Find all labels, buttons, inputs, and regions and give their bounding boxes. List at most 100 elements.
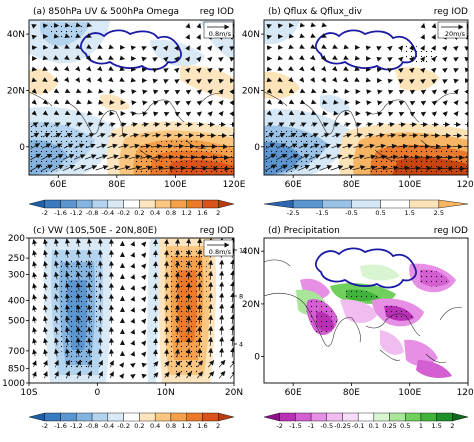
vector-arrow [175, 337, 180, 346]
vector-arrow [321, 44, 327, 49]
vector-arrow [299, 77, 305, 83]
vector-arrow [43, 371, 48, 379]
colorbar-label: 2 [450, 422, 454, 430]
vector-arrow [462, 156, 468, 158]
vector-arrow [186, 238, 192, 247]
vector-arrow [131, 89, 137, 95]
vector-arrow [409, 89, 416, 95]
colorbar-label: -1.5 [289, 422, 302, 430]
colorbar-label: -1.6 [54, 422, 67, 430]
colorbar-swatch [186, 412, 203, 422]
vector-arrow [385, 154, 398, 160]
vector-arrow [65, 293, 70, 302]
vector-arrow [117, 165, 131, 171]
vector-arrow [130, 252, 135, 258]
vector-arrow [175, 238, 180, 247]
vector-arrow [42, 99, 49, 105]
vector-arrow [75, 44, 81, 49]
colorbar-label: -2 [42, 422, 48, 430]
vector-arrow [385, 165, 399, 171]
vector-arrow [98, 360, 103, 368]
vector-arrow [387, 111, 394, 117]
vector-arrow [32, 261, 38, 269]
vector-arrow [442, 56, 448, 62]
vector-arrow [65, 326, 70, 335]
vector-arrow [277, 55, 283, 61]
vector-arrow [87, 370, 92, 379]
vector-arrow [109, 293, 115, 302]
vector-arrow [163, 304, 169, 313]
vector-arrow [64, 77, 70, 83]
vector-arrow [109, 348, 115, 357]
panel-b-ticks: 60E 80E 100E 120E 40N 20N 0 [242, 30, 474, 190]
vector-arrow [86, 271, 92, 280]
vector-arrow [299, 99, 306, 105]
y-tick-label: 1000 [2, 379, 25, 389]
panel-b-ref-vector: 20m/s [437, 21, 468, 39]
vector-arrow [53, 122, 61, 128]
y-tick-label: 40N [242, 247, 260, 257]
vector-arrow [86, 315, 92, 324]
vector-arrow [32, 360, 37, 368]
vector-arrow [218, 45, 224, 51]
vector-arrow [219, 292, 225, 303]
colorbar-label: 0.2 [134, 209, 144, 217]
vector-arrow [310, 77, 315, 83]
vector-arrow [374, 154, 387, 160]
vector-arrow [164, 371, 170, 378]
vector-arrow [54, 370, 59, 379]
vector-arrow [152, 100, 159, 106]
vector-arrow [164, 360, 170, 367]
vector-arrow [276, 143, 287, 149]
vector-arrow [54, 271, 59, 280]
vector-arrow [98, 271, 103, 280]
colorbar-swatch [139, 412, 156, 422]
vector-arrow [321, 122, 329, 128]
vector-arrow [163, 348, 169, 357]
vector-arrow [319, 154, 332, 160]
vector-arrow [75, 348, 81, 357]
vector-arrow [43, 315, 48, 324]
x-tick-label: 80E [343, 180, 360, 190]
vector-arrow [186, 304, 192, 313]
vector-arrow [152, 250, 158, 258]
vector-arrow [54, 326, 59, 335]
vector-arrow [409, 67, 415, 73]
colorbar-swatch [218, 412, 235, 422]
vector-arrow [86, 132, 95, 138]
vector-arrow [299, 110, 306, 116]
vector-arrow [418, 165, 432, 171]
vector-arrow [208, 292, 214, 302]
colorbar-swatch [405, 412, 422, 422]
colorbar-swatch [351, 199, 381, 209]
vector-arrow [219, 347, 225, 358]
vector-arrow [74, 143, 85, 149]
vector-arrow [185, 67, 191, 73]
vector-arrow [299, 66, 305, 72]
vector-arrow [152, 338, 158, 346]
y-tick-label: 850 [8, 364, 25, 374]
vector-arrow [387, 122, 395, 128]
vector-arrow [108, 77, 114, 83]
vector-arrow [97, 44, 103, 49]
vector-arrow [163, 68, 169, 73]
vector-arrow [431, 45, 436, 51]
vector-arrow [142, 89, 148, 95]
vector-arrow [366, 100, 372, 106]
vector-arrow [398, 132, 407, 138]
vector-arrow [163, 326, 169, 335]
vector-arrow [129, 143, 140, 149]
vector-arrow [175, 304, 180, 313]
vector-arrow [142, 100, 148, 106]
vector-arrow [185, 100, 192, 106]
vector-arrow [321, 22, 327, 28]
vector-arrow [128, 154, 141, 160]
vector-arrow [186, 348, 192, 357]
colorbar-swatch [452, 412, 469, 422]
vector-arrow [65, 359, 70, 368]
vector-arrow [32, 316, 38, 324]
vector-arrow [288, 133, 297, 138]
vector-arrow [354, 132, 363, 138]
vector-arrow [299, 55, 305, 61]
